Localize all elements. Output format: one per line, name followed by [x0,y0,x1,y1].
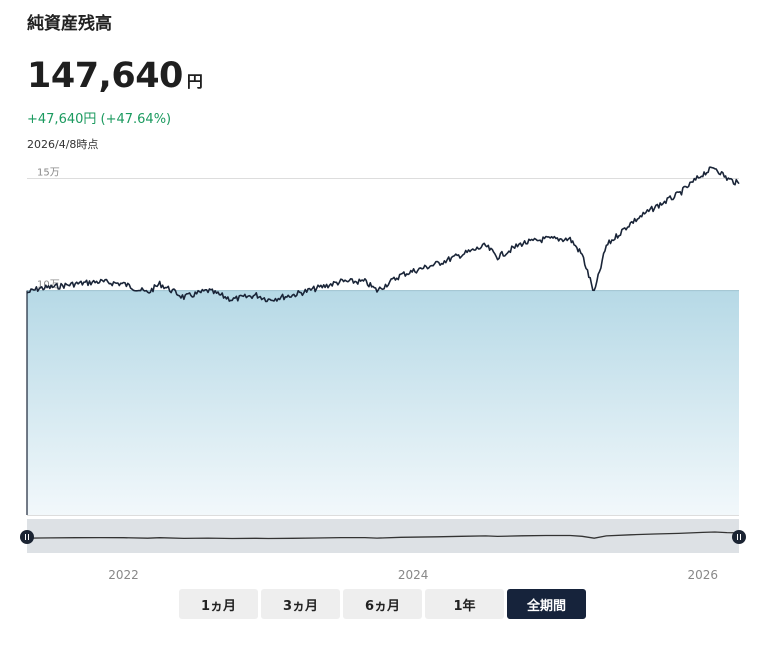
amount-unit: 円 [186,72,203,91]
net-asset-amount: 147,640 円 [27,56,203,96]
navigator-handle-left[interactable] [20,530,34,544]
range-1y-button[interactable]: 1年 [425,589,504,619]
baseline-area [27,290,739,515]
range-1m-button[interactable]: 1ヵ月 [179,589,258,619]
navigator-handle-right[interactable] [732,530,746,544]
change-amount: +47,640円 (+47.64%) [27,112,172,127]
x-tick-label: 2024 [398,568,429,582]
amount-value: 147,640 [27,56,183,96]
page-title: 純資産残高 [27,14,112,34]
x-tick-label: 2022 [108,568,139,582]
x-tick-label: 2026 [688,568,719,582]
navigator-range[interactable] [27,519,739,553]
as-of-date: 2026/4/8時点 [27,138,99,151]
range-all-button[interactable]: 全期間 [507,589,586,619]
y-tick-label: 15万 [37,167,60,178]
range-6m-button[interactable]: 6ヵ月 [343,589,422,619]
navigator-line [26,531,740,540]
range-tabs: 1ヵ月 3ヵ月 6ヵ月 1年 全期間 [179,589,586,619]
range-3m-button[interactable]: 3ヵ月 [261,589,340,619]
net-asset-line [26,166,740,303]
